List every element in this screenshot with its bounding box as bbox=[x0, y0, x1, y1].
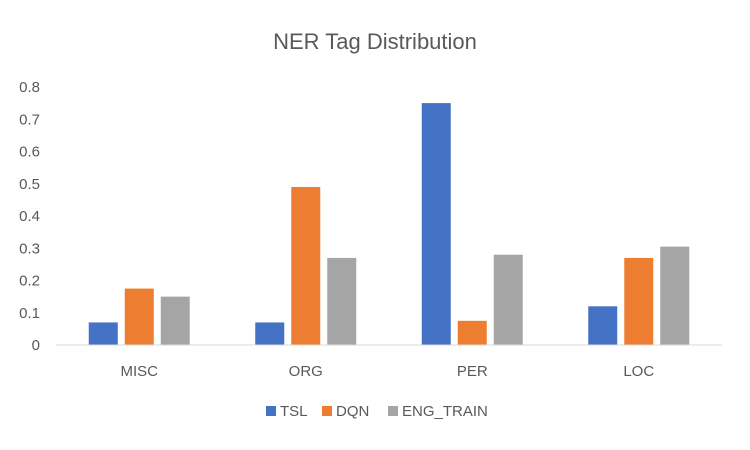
y-axis-ticks: 0 0.1 0.2 0.3 0.4 0.5 0.6 0.7 0.8 bbox=[19, 79, 40, 354]
bar-tsl-loc bbox=[588, 306, 618, 345]
bars bbox=[88, 103, 690, 345]
bar-eng-train-org bbox=[327, 257, 357, 345]
bar-tsl-per bbox=[421, 103, 451, 345]
y-tick-label: 0.6 bbox=[19, 144, 40, 161]
bar-dqn-org bbox=[291, 186, 321, 345]
y-tick-label: 0.4 bbox=[19, 208, 40, 225]
legend-swatch-dqn bbox=[322, 406, 332, 416]
chart-title: NER Tag Distribution bbox=[273, 29, 477, 54]
x-axis-ticks: MISC ORG PER LOC bbox=[121, 363, 655, 380]
x-tick-label-per: PER bbox=[457, 363, 488, 380]
x-tick-label-misc: MISC bbox=[121, 363, 159, 380]
legend-label-eng-train: ENG_TRAIN bbox=[402, 403, 488, 420]
y-tick-label: 0.2 bbox=[19, 273, 40, 290]
bar-dqn-loc bbox=[624, 257, 654, 345]
bar-eng-train-loc bbox=[660, 246, 690, 345]
bar-dqn-misc bbox=[124, 288, 154, 345]
y-tick-label: 0 bbox=[32, 337, 40, 354]
legend-label-dqn: DQN bbox=[336, 403, 369, 420]
y-tick-label: 0.7 bbox=[19, 111, 40, 128]
legend-swatch-tsl bbox=[266, 406, 276, 416]
y-tick-label: 0.1 bbox=[19, 305, 40, 322]
bar-eng-train-per bbox=[493, 254, 523, 345]
bar-eng-train-misc bbox=[160, 296, 190, 345]
legend: TSL DQN ENG_TRAIN bbox=[266, 403, 488, 420]
x-tick-label-loc: LOC bbox=[623, 363, 654, 380]
x-tick-label-org: ORG bbox=[289, 363, 323, 380]
y-tick-label: 0.8 bbox=[19, 79, 40, 96]
bar-tsl-misc bbox=[88, 322, 118, 345]
y-tick-label: 0.3 bbox=[19, 240, 40, 257]
bar-tsl-org bbox=[255, 322, 285, 345]
legend-swatch-eng-train bbox=[388, 406, 398, 416]
bar-dqn-per bbox=[457, 320, 487, 345]
y-tick-label: 0.5 bbox=[19, 176, 40, 193]
legend-label-tsl: TSL bbox=[280, 403, 308, 420]
